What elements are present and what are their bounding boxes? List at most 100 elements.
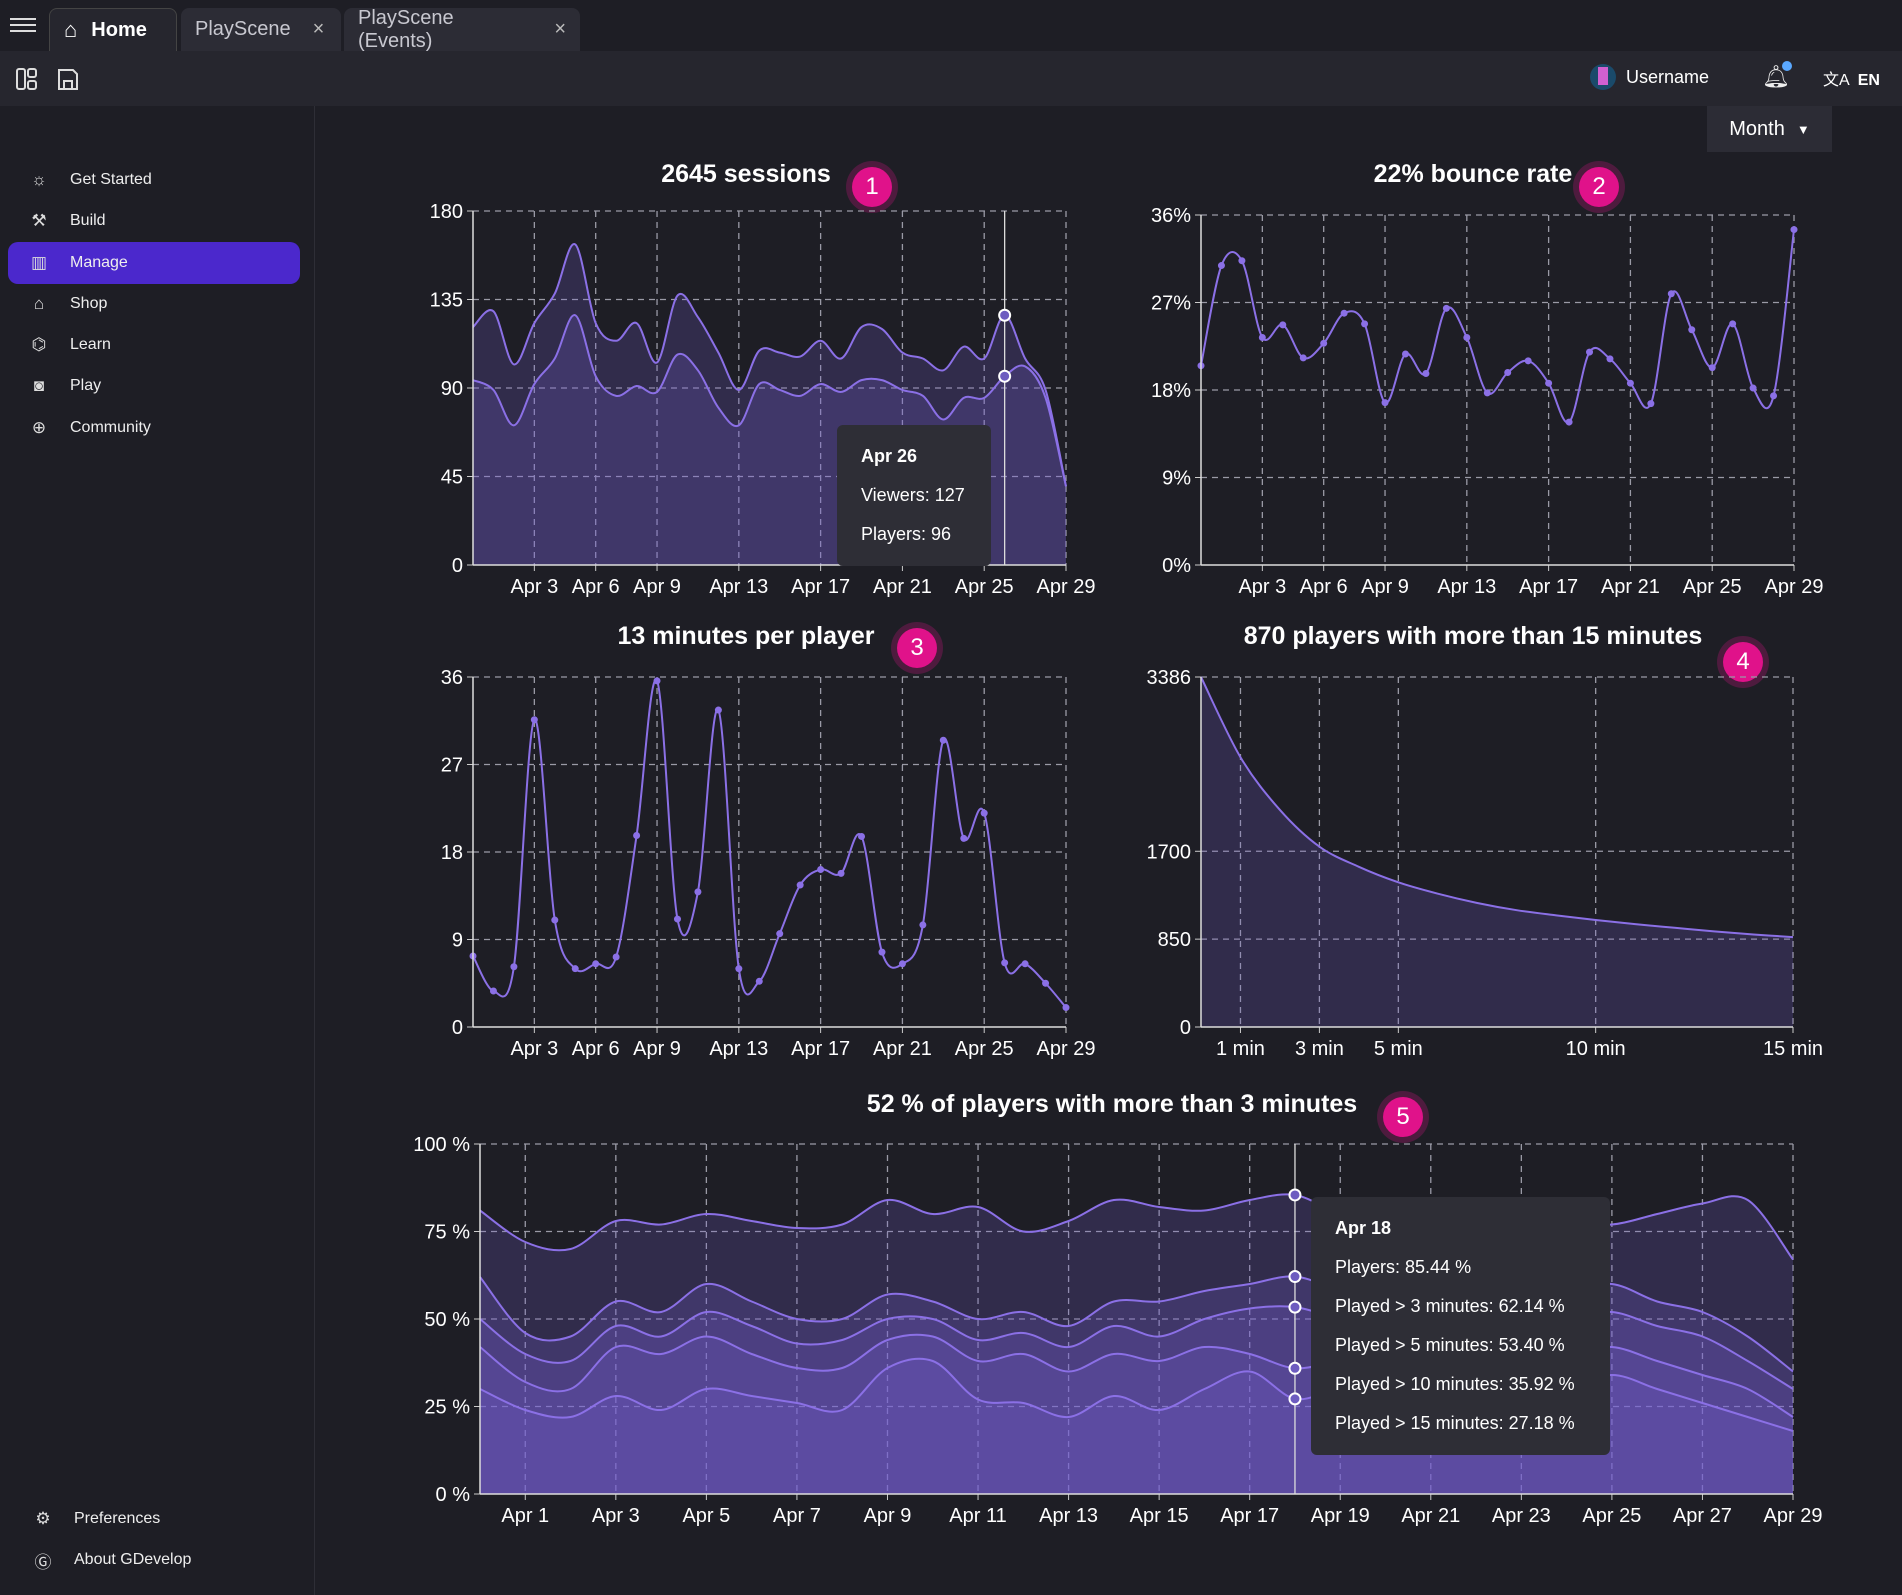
data-point[interactable] [510,963,518,971]
x-tick-label: Apr 17 [791,576,850,598]
data-point[interactable] [1586,348,1594,356]
sidebar-item-preferences[interactable]: ⚙ Preferences [12,1498,304,1540]
data-point[interactable] [1647,400,1655,408]
x-tick-label: 15 min [1763,1038,1823,1060]
data-point[interactable] [1749,384,1757,392]
x-tick-label: Apr 25 [955,1038,1014,1060]
sidebar-item-community[interactable]: ⊕ Community [8,407,300,449]
y-tick-label: 0 [452,555,463,577]
data-point[interactable] [1565,418,1573,426]
data-point[interactable] [939,736,947,744]
data-point[interactable] [858,832,866,840]
data-point[interactable] [530,716,538,724]
data-point[interactable] [1790,226,1798,234]
data-point[interactable] [714,706,722,714]
sidebar-item-about[interactable]: Ⓖ About GDevelop [12,1539,304,1581]
tab-playscene[interactable]: PlayScene × [181,8,341,51]
data-point[interactable] [1062,1004,1070,1012]
data-point[interactable] [1483,389,1491,397]
data-point[interactable] [612,953,620,961]
data-point[interactable] [960,834,968,842]
x-tick-label: Apr 17 [1519,576,1578,598]
data-point[interactable] [489,987,497,995]
data-point[interactable] [633,831,641,839]
data-point[interactable] [673,915,681,923]
x-tick-label: Apr 29 [1037,1038,1096,1060]
close-icon[interactable]: × [312,18,325,40]
x-tick-label: 3 min [1295,1038,1344,1060]
user-menu[interactable]: Username [1590,64,1709,90]
data-point[interactable] [1504,369,1512,376]
data-point[interactable] [1238,257,1246,265]
tab-home[interactable]: ⌂ Home [49,8,177,51]
hover-point [1288,1361,1302,1375]
data-point[interactable] [1729,320,1737,328]
language-selector[interactable]: 文A EN [1823,66,1880,90]
close-icon[interactable]: × [554,18,566,40]
sidebar-item-build[interactable]: ⚒ Build [8,200,300,242]
sidebar [0,106,315,1595]
y-tick-label: 1700 [1147,841,1192,863]
data-point[interactable] [1217,262,1225,270]
layout-panels-icon[interactable] [15,66,39,92]
data-point[interactable] [1299,354,1307,362]
tooltip-line: Played > 5 minutes: 53.40 % [1335,1335,1565,1355]
chart-4: 0 850 1700 3386 1 min 3 min 5 min 10 min 15 min [1147,667,1824,1060]
data-point[interactable] [755,977,763,985]
data-point[interactable] [1667,290,1675,298]
x-tick-label: Apr 3 [1238,576,1286,598]
sidebar-item-get-started[interactable]: ☼ Get Started [8,159,300,201]
data-point[interactable] [1463,334,1471,341]
data-point[interactable] [1606,355,1614,363]
chart-2: 0% 9% 18% 27% 36% Apr 3 Apr 6 Apr 9 Apr 13 Apr 17… [1151,205,1824,598]
data-point[interactable] [1545,379,1553,387]
data-point[interactable] [735,965,743,973]
data-point[interactable] [1021,960,1029,968]
data-point[interactable] [1001,959,1009,967]
data-point[interactable] [1279,321,1287,329]
y-tick-label: 36% [1151,205,1191,227]
data-point[interactable] [1401,350,1409,358]
data-point[interactable] [837,869,845,877]
data-point[interactable] [817,866,825,873]
data-point[interactable] [1688,326,1696,334]
data-point[interactable] [1422,369,1430,377]
data-point[interactable] [898,960,906,968]
data-point[interactable] [1442,304,1450,312]
sidebar-item-learn[interactable]: ⌬ Learn [8,324,300,366]
series-line [1200,676,1794,939]
data-point[interactable] [592,960,600,968]
sidebar-item-label: Get Started [70,171,152,188]
play-icon: ◙ [33,376,45,395]
data-point[interactable] [878,948,886,956]
data-point[interactable] [1381,399,1389,407]
data-point[interactable] [1258,334,1266,341]
hamburger-menu-icon[interactable] [10,14,36,36]
data-point[interactable] [694,888,702,896]
tab-playscene-events[interactable]: PlayScene (Events) × [344,7,580,52]
data-point[interactable] [653,677,661,685]
sidebar-item-play[interactable]: ◙ Play [8,365,300,407]
data-point[interactable] [1340,309,1348,317]
sidebar-item-manage[interactable]: ▥ Manage [8,242,300,284]
series-line [472,678,1067,1009]
caret-down-icon: ▼ [1796,121,1810,137]
data-point[interactable] [776,930,784,938]
data-point[interactable] [1042,979,1050,987]
save-icon[interactable] [56,66,80,92]
period-dropdown[interactable]: Month ▼ [1707,106,1832,152]
data-point[interactable] [551,916,559,924]
data-point[interactable] [796,881,804,889]
data-point[interactable] [1361,320,1369,328]
data-point[interactable] [980,809,988,817]
x-tick-label: Apr 11 [949,1505,1006,1527]
data-point[interactable] [919,921,927,929]
data-point[interactable] [571,965,579,973]
data-point[interactable] [1626,379,1634,387]
sidebar-item-shop[interactable]: ⌂ Shop [8,283,300,325]
data-point[interactable] [1320,339,1328,347]
data-point[interactable] [1524,357,1532,365]
data-point[interactable] [1770,392,1778,400]
data-point[interactable] [1708,364,1716,372]
